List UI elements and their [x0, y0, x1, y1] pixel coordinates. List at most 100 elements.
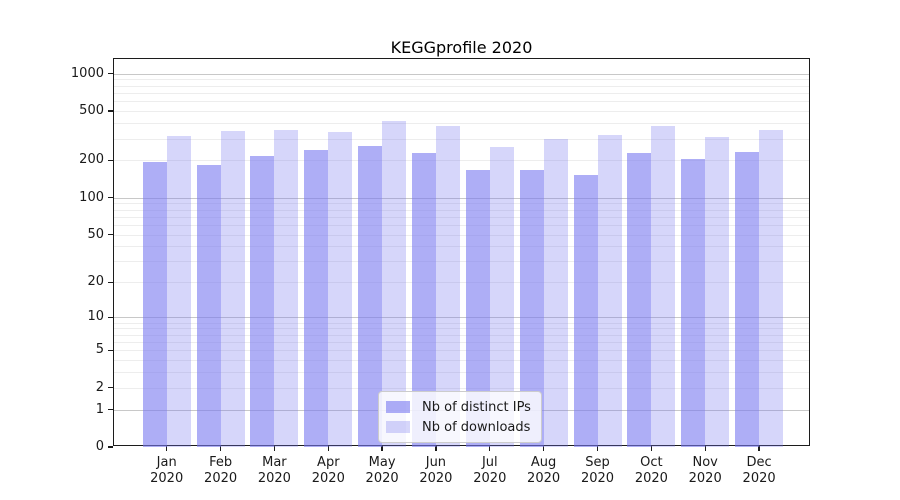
gridline-minor — [114, 246, 809, 248]
x-tick-label-jan: Jan 2020 — [150, 455, 184, 486]
bar-distinct-ips-apr — [304, 150, 329, 447]
gridline-minor — [114, 360, 809, 361]
gridline-minor — [114, 203, 809, 205]
gridline-minor — [114, 372, 809, 374]
y-tick-label: 2 — [95, 379, 104, 395]
y-tick — [108, 281, 113, 284]
x-tick-label-mar: Mar 2020 — [257, 455, 291, 486]
x-tick-label-may: May 2020 — [365, 455, 399, 486]
x-tick-label-jul: Jul 2020 — [473, 455, 507, 486]
gridline-minor — [114, 123, 809, 124]
legend-item-downloads: Nb of downloads — [386, 417, 531, 437]
gridline-minor — [114, 92, 809, 94]
x-tick — [327, 446, 329, 451]
bar-distinct-ips-dec — [735, 152, 760, 447]
gridline-minor — [114, 160, 809, 162]
gridline-minor — [114, 234, 809, 236]
x-tick — [381, 446, 383, 451]
y-tick-label: 1 — [95, 401, 104, 417]
gridline-minor — [114, 282, 809, 284]
x-tick-label-jun: Jun 2020 — [419, 455, 453, 486]
gridline-minor — [114, 85, 809, 87]
gridline-major — [114, 317, 809, 319]
y-tick-label: 5 — [95, 342, 104, 358]
y-tick-label: 100 — [79, 189, 104, 205]
legend-item-distinct-ips: Nb of distinct IPs — [386, 397, 531, 417]
y-tick-label: 10 — [87, 309, 104, 325]
x-tick — [650, 446, 652, 451]
gridline-minor — [114, 350, 809, 352]
y-tick — [108, 446, 113, 448]
y-tick — [108, 349, 113, 351]
gridline-minor — [114, 328, 809, 330]
x-tick-label-oct: Oct 2020 — [634, 455, 668, 486]
gridline-minor — [114, 216, 809, 218]
x-tick — [435, 446, 437, 451]
bar-downloads-mar — [274, 130, 299, 447]
legend-label-distinct-ips: Nb of distinct IPs — [422, 399, 531, 415]
bar-distinct-ips-jan — [142, 162, 167, 447]
y-tick — [108, 159, 113, 162]
y-tick — [108, 72, 113, 75]
bar-downloads-dec — [759, 129, 784, 447]
gridline-minor — [114, 322, 809, 324]
bar-downloads-nov — [705, 136, 730, 447]
gridline-minor — [114, 101, 809, 103]
gridline-minor — [114, 209, 809, 211]
legend-label-downloads: Nb of downloads — [422, 419, 531, 435]
x-tick — [704, 446, 706, 451]
bar-distinct-ips-mar — [250, 155, 275, 447]
legend-swatch-distinct-ips — [386, 401, 410, 413]
x-tick — [596, 446, 599, 451]
bar-downloads-feb — [220, 130, 245, 447]
y-tick-label: 200 — [79, 152, 104, 168]
gridline-minor — [114, 224, 809, 226]
legend-swatch-downloads — [386, 421, 410, 433]
x-tick — [219, 446, 222, 451]
x-tick-label-apr: Apr 2020 — [311, 455, 345, 486]
bar-distinct-ips-nov — [681, 158, 706, 447]
gridline-minor — [114, 79, 809, 81]
x-tick-label-dec: Dec 2020 — [742, 455, 776, 486]
bar-downloads-oct — [651, 126, 676, 447]
gridline-major — [114, 197, 809, 199]
x-tick — [489, 446, 491, 451]
x-tick-label-sep: Sep 2020 — [580, 455, 615, 486]
y-tick-label: 20 — [87, 274, 104, 290]
bar-downloads-jan — [166, 136, 191, 447]
gridline-minor — [114, 387, 809, 389]
bar-downloads-apr — [328, 131, 353, 447]
gridline-major — [114, 73, 809, 75]
y-tick — [108, 408, 113, 411]
gridline-minor — [114, 111, 809, 112]
gridline-minor — [114, 341, 809, 343]
x-tick-label-nov: Nov 2020 — [688, 455, 722, 486]
y-tick-label: 500 — [79, 103, 104, 118]
y-tick — [108, 386, 113, 389]
gridline-minor — [114, 261, 809, 263]
y-tick — [108, 233, 113, 236]
x-tick-label-feb: Feb 2020 — [204, 455, 238, 486]
plot-area: 0 1 2 5 10 20 50 100 200 500 1000 Jan 2020 Feb 2020 M… — [71, 58, 810, 486]
bar-distinct-ips-sep — [573, 175, 598, 447]
y-tick — [108, 316, 113, 319]
x-tick — [758, 446, 760, 451]
y-tick-label: 0 — [95, 439, 104, 454]
legend: Nb of distinct IPs Nb of downloads — [378, 391, 542, 443]
gridline-minor — [114, 334, 809, 336]
x-tick-label-aug: Aug 2020 — [527, 455, 561, 486]
bar-downloads-aug — [543, 139, 568, 447]
gridline-minor — [114, 138, 809, 140]
chart-title: KEGGprofile 2020 — [390, 38, 533, 57]
x-tick — [166, 446, 168, 451]
bar-downloads-sep — [597, 134, 622, 447]
bar-distinct-ips-oct — [627, 153, 652, 447]
x-tick — [273, 446, 276, 451]
x-tick — [542, 446, 545, 451]
bar-distinct-ips-feb — [196, 165, 221, 447]
y-tick — [108, 196, 113, 199]
y-tick — [108, 110, 113, 112]
y-tick-label: 1000 — [70, 65, 104, 81]
y-tick-label: 50 — [87, 226, 104, 242]
